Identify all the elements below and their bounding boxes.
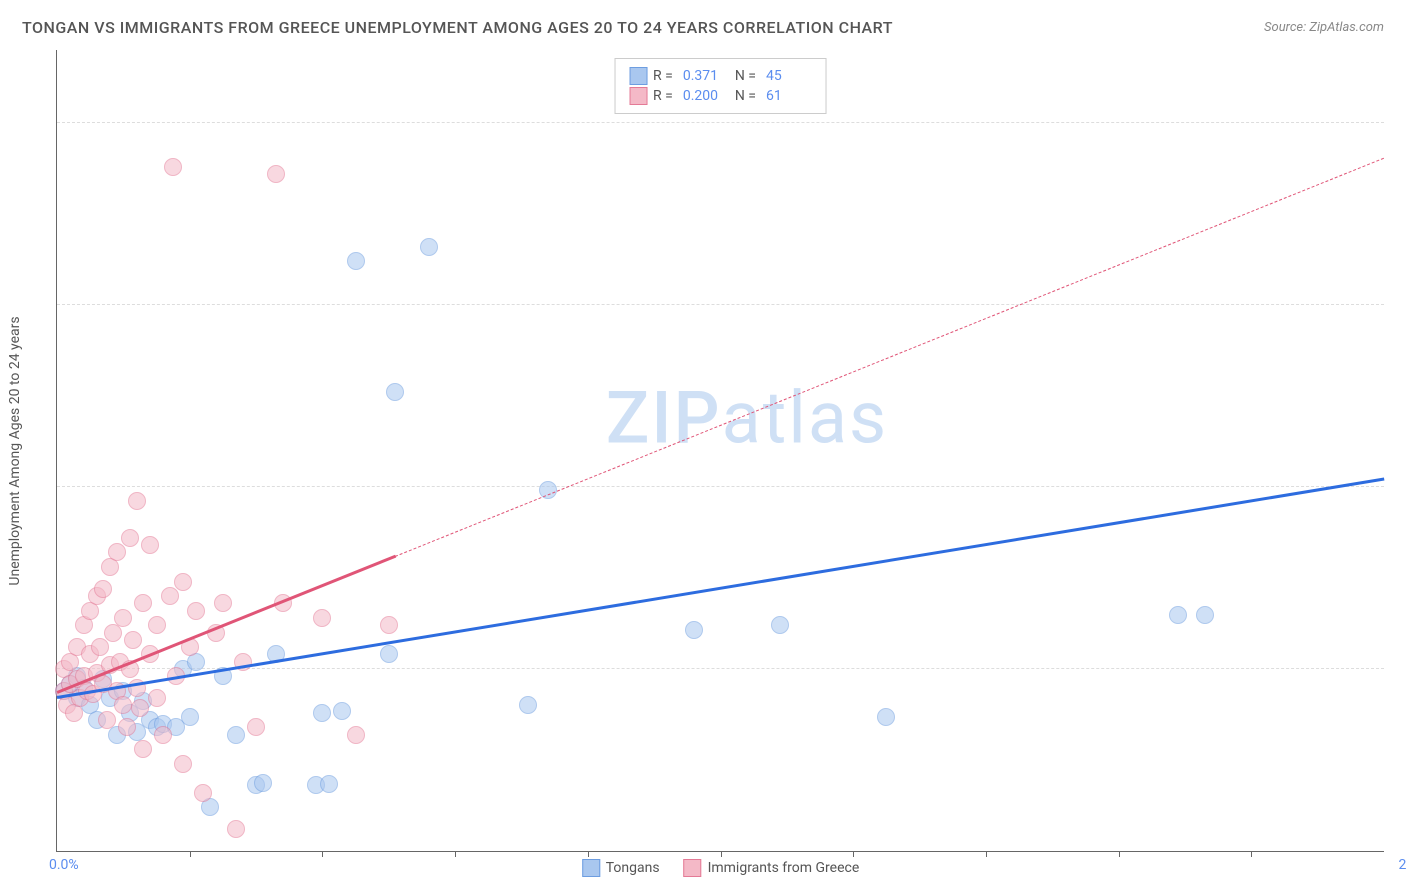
point-greece — [134, 594, 152, 612]
point-greece — [164, 158, 182, 176]
point-greece — [114, 696, 132, 714]
y-tick-label: 37.5% — [1389, 297, 1406, 313]
point-greece — [98, 711, 116, 729]
point-greece — [131, 699, 149, 717]
point-greece — [148, 689, 166, 707]
point-greece — [161, 587, 179, 605]
point-tongans — [420, 238, 438, 256]
swatch-tongans — [629, 67, 647, 85]
point-greece — [227, 820, 245, 838]
n-value-greece: 61 — [766, 88, 808, 104]
point-tongans — [877, 708, 895, 726]
watermark: ZIPatlas — [606, 376, 888, 461]
x-tick — [322, 851, 323, 857]
r-label: R = — [653, 88, 673, 104]
point-greece — [94, 580, 112, 598]
x-tick — [1119, 851, 1120, 857]
legend-item-greece: Immigrants from Greece — [684, 859, 860, 877]
gridline — [57, 486, 1384, 487]
point-tongans — [181, 708, 199, 726]
x-tick — [455, 851, 456, 857]
y-tick-label: 12.5% — [1389, 661, 1406, 677]
r-value-greece: 0.200 — [683, 88, 725, 104]
chart-container: ZIPatlas R = 0.371 N = 45 R = 0.200 N = … — [56, 50, 1384, 852]
plot-area: ZIPatlas R = 0.371 N = 45 R = 0.200 N = … — [56, 50, 1384, 852]
point-tongans — [254, 774, 272, 792]
gridline — [57, 304, 1384, 305]
point-tongans — [380, 645, 398, 663]
point-tongans — [347, 252, 365, 270]
n-label: N = — [735, 68, 756, 84]
point-greece — [118, 718, 136, 736]
point-greece — [124, 631, 142, 649]
point-greece — [121, 529, 139, 547]
x-tick — [721, 851, 722, 857]
point-greece — [247, 718, 265, 736]
point-greece — [148, 616, 166, 634]
point-tongans — [771, 616, 789, 634]
point-greece — [141, 536, 159, 554]
y-tick-label: 50.0% — [1389, 115, 1406, 131]
point-greece — [174, 755, 192, 773]
point-greece — [108, 543, 126, 561]
point-greece — [134, 740, 152, 758]
source-attribution: Source: ZipAtlas.com — [1264, 20, 1384, 35]
point-tongans — [313, 704, 331, 722]
x-tick — [588, 851, 589, 857]
legend-label-tongans: Tongans — [606, 860, 660, 876]
point-greece — [154, 726, 172, 744]
x-tick — [853, 851, 854, 857]
x-max-label: 20.0% — [1398, 857, 1406, 873]
n-label: N = — [735, 88, 756, 104]
point-tongans — [386, 383, 404, 401]
x-tick — [986, 851, 987, 857]
point-greece — [114, 609, 132, 627]
legend-label-greece: Immigrants from Greece — [708, 860, 860, 876]
r-value-tongans: 0.371 — [683, 68, 725, 84]
point-greece — [194, 784, 212, 802]
swatch-greece — [684, 859, 702, 877]
n-value-tongans: 45 — [766, 68, 808, 84]
point-greece — [187, 602, 205, 620]
stats-row-greece: R = 0.200 N = 61 — [629, 87, 812, 105]
point-tongans — [685, 621, 703, 639]
point-greece — [128, 492, 146, 510]
x-origin-label: 0.0% — [49, 857, 79, 873]
regression-tongans — [57, 477, 1384, 698]
point-greece — [313, 609, 331, 627]
point-tongans — [227, 726, 245, 744]
correlation-stats-legend: R = 0.371 N = 45 R = 0.200 N = 61 — [614, 58, 827, 114]
point-tongans — [320, 775, 338, 793]
y-tick-label: 25.0% — [1389, 479, 1406, 495]
point-greece — [91, 638, 109, 656]
y-axis-label: Unemployment Among Ages 20 to 24 years — [7, 316, 23, 585]
point-tongans — [333, 702, 351, 720]
gridline — [57, 122, 1384, 123]
point-greece — [214, 594, 232, 612]
x-tick — [190, 851, 191, 857]
gridline — [57, 668, 1384, 669]
swatch-tongans — [582, 859, 600, 877]
swatch-greece — [629, 87, 647, 105]
stats-row-tongans: R = 0.371 N = 45 — [629, 67, 812, 85]
legend-item-tongans: Tongans — [582, 859, 660, 877]
point-greece — [267, 165, 285, 183]
point-greece — [347, 726, 365, 744]
chart-title: TONGAN VS IMMIGRANTS FROM GREECE UNEMPLO… — [22, 18, 893, 37]
point-tongans — [1169, 606, 1187, 624]
r-label: R = — [653, 68, 673, 84]
point-tongans — [1196, 606, 1214, 624]
point-greece — [174, 573, 192, 591]
x-tick — [1251, 851, 1252, 857]
series-legend: Tongans Immigrants from Greece — [582, 859, 860, 877]
point-tongans — [519, 696, 537, 714]
point-greece — [380, 616, 398, 634]
